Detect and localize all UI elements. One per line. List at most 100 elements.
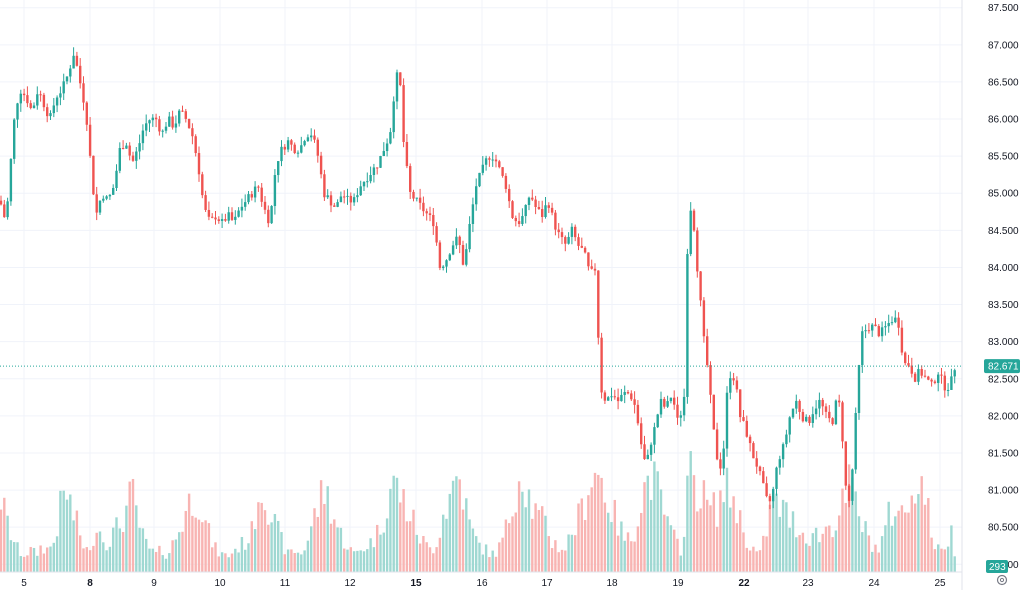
volume-bar: [356, 550, 359, 572]
volume-bar: [554, 540, 557, 572]
volume-bar: [798, 535, 801, 572]
volume-bar: [577, 503, 580, 572]
volume-bar: [682, 536, 686, 572]
last-volume-badge-bg: [986, 560, 1008, 573]
volume-bar: [831, 537, 834, 572]
candle-body: [900, 327, 904, 353]
y-tick-label: 83.000: [988, 337, 1019, 348]
volume-bar: [263, 510, 267, 572]
candle-body: [98, 200, 102, 213]
volume-bar: [135, 505, 138, 572]
volume-bar: [435, 547, 438, 572]
time-axis[interactable]: 5 8 9 10 11 12 15 16 17 18 19 22 23 24 25: [21, 578, 946, 589]
volume-bar: [811, 533, 814, 572]
candle-body: [524, 204, 527, 217]
volume-bar: [597, 474, 600, 572]
candle-body: [3, 204, 6, 218]
candle-body: [755, 458, 758, 467]
volume-bar: [537, 510, 541, 572]
volume-bar: [382, 532, 385, 572]
candle-body: [537, 207, 541, 210]
candle-body: [346, 195, 349, 197]
candle-body: [435, 226, 438, 243]
candle-body: [659, 398, 663, 415]
candle-body: [224, 219, 227, 221]
candle-body: [244, 202, 247, 207]
volume-bar: [52, 542, 55, 572]
volume-bar: [204, 520, 207, 572]
candle-body: [890, 322, 894, 324]
volume-bar: [613, 499, 616, 572]
last-price-label: 82.671: [988, 362, 1019, 373]
gear-icon-center: [999, 577, 1005, 583]
candle-body: [768, 496, 772, 502]
candle-body: [273, 175, 277, 207]
volume-bar: [62, 490, 65, 572]
volume-bar: [95, 532, 98, 572]
volume-bar: [69, 494, 72, 572]
candle-body: [468, 223, 471, 250]
candle-body: [758, 466, 762, 472]
volume-bar: [814, 527, 818, 572]
candle-body: [171, 116, 174, 128]
gear-icon[interactable]: [996, 574, 1008, 586]
candle-body: [69, 68, 72, 77]
volume-bar: [755, 551, 758, 572]
candle-body: [13, 119, 16, 159]
volume-bar: [217, 556, 220, 572]
candle-body: [306, 137, 310, 142]
volume-bar: [732, 496, 735, 572]
candle-body: [356, 195, 359, 198]
volume-bar: [108, 546, 112, 572]
candle-body: [847, 485, 851, 501]
volume-bar: [861, 532, 864, 572]
volume-bar: [399, 502, 402, 572]
volume-bar: [758, 550, 762, 572]
candle-body: [253, 186, 257, 198]
volume-bar: [257, 502, 260, 572]
candle-body: [158, 119, 161, 132]
last-price-badge-bg: [984, 359, 1020, 374]
volume-bar: [250, 521, 253, 572]
volume-bar: [148, 548, 151, 572]
candle-body: [574, 226, 577, 238]
candle-body: [656, 414, 659, 428]
volume-bar: [623, 540, 626, 572]
candle-body: [343, 196, 346, 198]
candle-body: [610, 396, 613, 398]
volume-bar: [296, 552, 300, 572]
volume-bar: [352, 551, 356, 572]
volume-bar: [560, 549, 564, 572]
volume-bar: [234, 548, 237, 572]
settings-icon[interactable]: [996, 574, 1008, 586]
volume-bar: [115, 517, 118, 572]
volume-bar: [290, 549, 293, 572]
volume-bar: [161, 555, 164, 572]
volume-bar: [405, 521, 409, 572]
volume-bar: [590, 487, 593, 572]
candle-body: [719, 459, 722, 469]
volume-bar: [491, 550, 494, 572]
volume-bar: [455, 476, 458, 572]
candle-body: [923, 375, 927, 377]
candle-body: [729, 378, 732, 393]
volume-bar: [920, 476, 923, 572]
price-axis[interactable]: 80.00080.50081.00081.50082.00082.50083.0…: [988, 3, 1019, 571]
volume-bar: [715, 526, 719, 572]
candle-body: [527, 197, 531, 205]
volume-bar: [280, 532, 283, 572]
volume-bar: [676, 538, 679, 572]
volume-bar: [541, 506, 544, 572]
volume-bar: [844, 502, 847, 572]
volume-bar: [39, 545, 42, 572]
candle-body: [557, 229, 560, 233]
volume-bar: [897, 510, 900, 572]
volume-bar: [498, 542, 501, 572]
candle-body: [214, 217, 217, 220]
candle-body: [349, 195, 352, 203]
volume-bar: [422, 536, 425, 572]
volume-bar: [808, 545, 811, 572]
volume-bar: [191, 515, 194, 572]
volume-bar: [207, 523, 211, 572]
